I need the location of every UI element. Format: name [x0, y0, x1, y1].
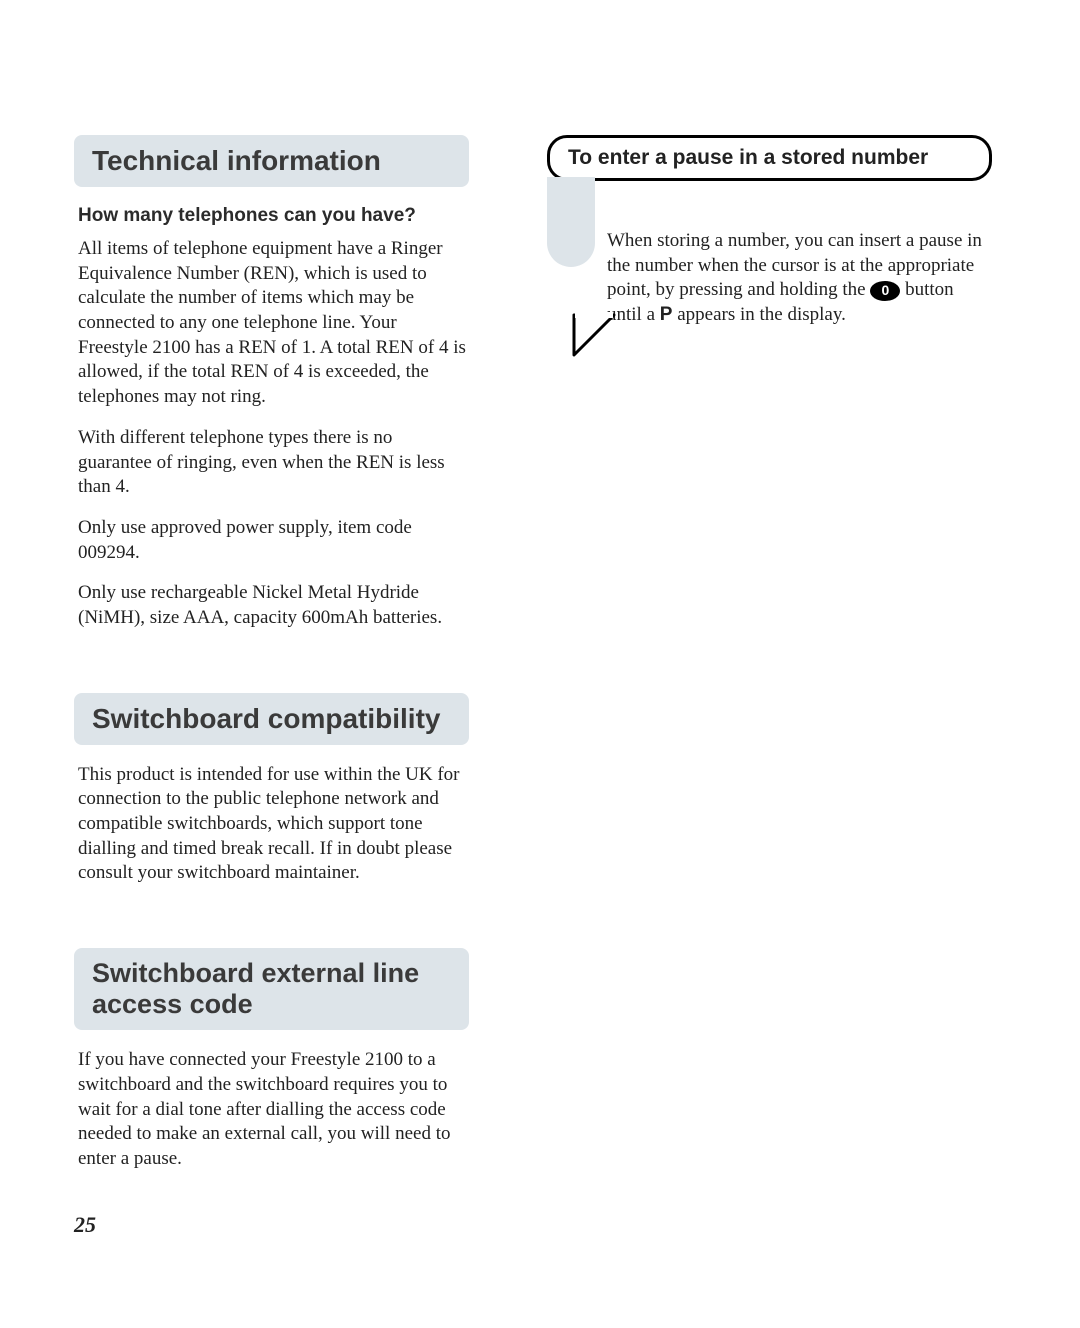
callout-tail-bg	[547, 177, 595, 267]
section-header-technical: Technical information	[74, 135, 469, 187]
callout-pointer-icon	[571, 312, 621, 360]
right-column: To enter a pause in a stored number When…	[517, 135, 992, 1188]
body-text: Only use approved power supply, item cod…	[78, 516, 469, 565]
page-number: 25	[74, 1212, 96, 1238]
section-title: Switchboard external line access code	[92, 958, 453, 1020]
body-text: With different telephone types there is …	[78, 426, 469, 500]
p-glyph: P	[660, 304, 673, 325]
callout-title: To enter a pause in a stored number	[568, 146, 928, 169]
section-title: Switchboard compatibility	[92, 703, 453, 735]
section-title: Technical information	[92, 145, 453, 177]
callout-box: To enter a pause in a stored number	[547, 135, 992, 181]
section-header-switchboard-compat: Switchboard compatibility	[74, 693, 469, 745]
body-text: If you have connected your Freestyle 210…	[78, 1048, 469, 1171]
section-header-access-code: Switchboard external line access code	[74, 948, 469, 1030]
subhead: How many telephones can you have?	[78, 205, 469, 227]
body-text: This product is intended for use within …	[78, 763, 469, 886]
callout-text-post: appears in the display.	[672, 304, 845, 325]
body-text: Only use rechargeable Nickel Metal Hydri…	[78, 581, 469, 630]
left-column: Technical information How many telephone…	[74, 135, 469, 1188]
key-zero-icon: 0	[870, 281, 900, 301]
callout-text: When storing a number, you can insert a …	[607, 229, 982, 328]
callout-body: When storing a number, you can insert a …	[607, 229, 982, 328]
body-text: All items of telephone equipment have a …	[78, 237, 469, 410]
